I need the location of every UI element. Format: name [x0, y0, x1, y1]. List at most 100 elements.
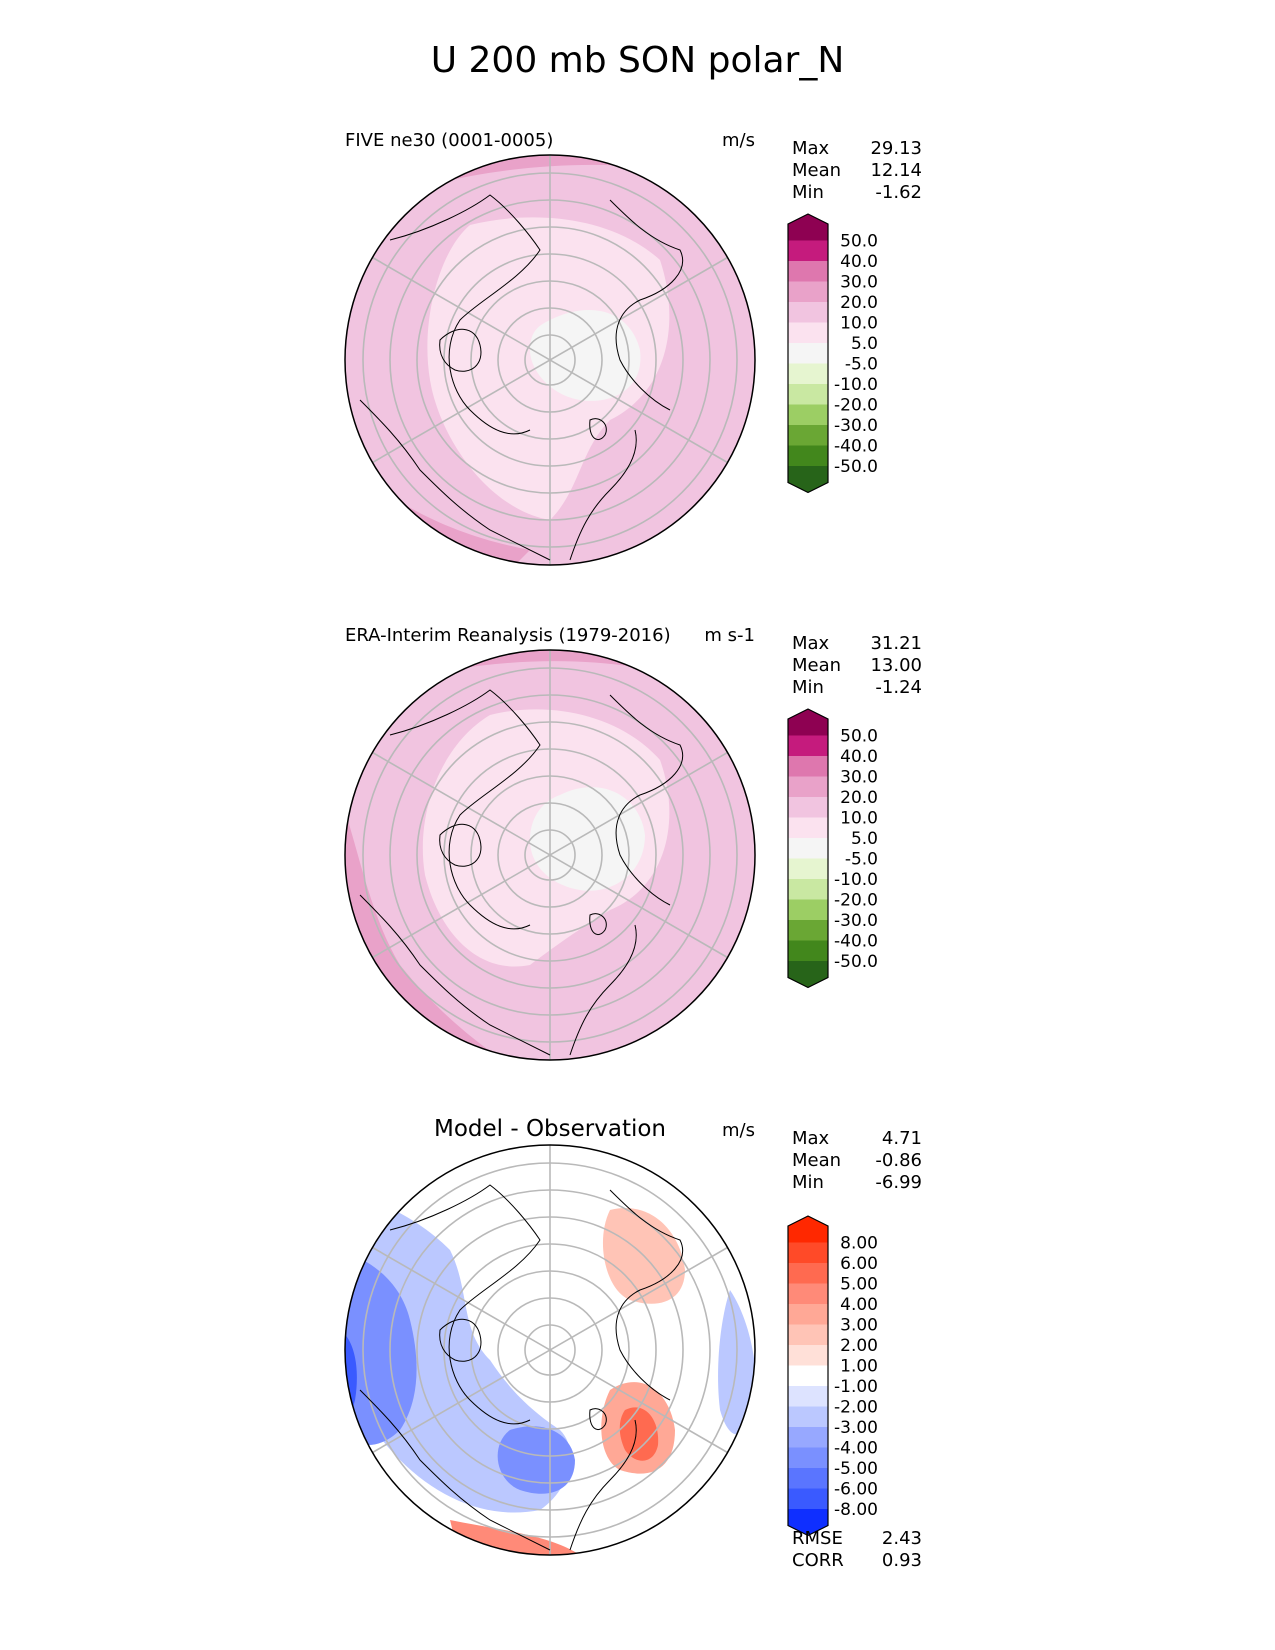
- colorbar-tick-label: 8.00: [840, 1234, 878, 1254]
- polar-map: [344, 1144, 756, 1556]
- colorbar-tick-label: -40.0: [834, 437, 878, 457]
- colorbar-tick-label: 30.0: [840, 273, 878, 293]
- colorbar-segment: [788, 858, 828, 880]
- colorbar-segment: [788, 776, 828, 798]
- field-region-calm: [530, 310, 641, 401]
- polar-map: [344, 154, 756, 566]
- colorbar-segment: [788, 1324, 828, 1346]
- colorbar-segment: [788, 445, 828, 467]
- units-label: m s-1: [704, 625, 755, 646]
- colorbar-segment: [788, 940, 828, 962]
- field-negative-spot: [497, 1426, 575, 1494]
- colorbar-segment: [788, 1386, 828, 1407]
- stats-box: Max 29.13 Mean 12.14 Min -1.62: [792, 138, 922, 204]
- panel-reference: ERA-Interim Reanalysis (1979-2016) m s-1…: [0, 625, 1275, 1105]
- stat-max-label: Max: [792, 138, 830, 159]
- colorbar-tick-label: 1.00: [840, 1357, 878, 1377]
- stat-max-value: 31.21: [870, 633, 922, 654]
- stat-max-value: 29.13: [870, 138, 922, 159]
- units-label: m/s: [722, 130, 755, 151]
- colorbar: 8.006.005.004.003.002.001.00-1.00-2.00-3…: [787, 1215, 878, 1537]
- stats-box: Max 31.21 Mean 13.00 Min -1.24: [792, 633, 922, 699]
- colorbar-tick-label: 4.00: [840, 1295, 878, 1315]
- panel-difference: Model - Observation m/s Max 4.71 Mean -0.8…: [0, 1116, 1275, 1600]
- skill-stats: RMSE 2.43 CORR 0.93: [792, 1528, 922, 1572]
- colorbar-tick-label: -4.00: [834, 1439, 878, 1459]
- colorbar-tick-label: -2.00: [834, 1398, 878, 1418]
- map-boundary: [344, 1144, 756, 1556]
- colorbar-tick-label: 2.00: [840, 1336, 878, 1356]
- stat-min-label: Min: [792, 1172, 824, 1193]
- colorbar-segment: [788, 1468, 828, 1489]
- colorbar: 50.040.030.020.010.05.0-5.0-10.0-20.0-30…: [787, 213, 878, 494]
- colorbar-tick-label: -5.00: [834, 1459, 878, 1479]
- stat-max-value: 4.71: [881, 1128, 922, 1149]
- colorbar: 50.040.030.020.010.05.0-5.0-10.0-20.0-30…: [787, 708, 878, 989]
- stat-mean-value: 12.14: [870, 160, 922, 181]
- colorbar-segment: [788, 1242, 828, 1264]
- stat-min-label: Min: [792, 677, 824, 698]
- colorbar-segment: [788, 343, 828, 364]
- colorbar-extend-top: [788, 214, 828, 241]
- colorbar-segment: [788, 817, 828, 839]
- map-boundary: [344, 154, 756, 566]
- colorbar-segment: [788, 1283, 828, 1305]
- colorbar-tick-label: 5.0: [851, 829, 878, 849]
- colorbar-segment: [788, 1427, 828, 1448]
- colorbar-tick-label: 6.00: [840, 1254, 878, 1274]
- coastlines: [359, 689, 684, 1056]
- stat-mean-label: Mean: [792, 655, 842, 676]
- colorbar-segment: [788, 1447, 828, 1469]
- colorbar-outline: [787, 1215, 829, 1537]
- colorbar-tick-label: -50.0: [834, 952, 878, 972]
- colorbar-segment: [788, 879, 828, 900]
- figure-title: U 200 mb SON polar_N: [430, 40, 845, 81]
- colorbar-extend-bottom: [788, 961, 828, 988]
- stat-mean-value: 13.00: [870, 655, 922, 676]
- colorbar-segment: [788, 302, 828, 323]
- colorbar-segment: [788, 735, 828, 757]
- polar-map: [344, 649, 756, 1061]
- colorbar-tick-label: 20.0: [840, 788, 878, 808]
- stat-mean-label: Mean: [792, 160, 842, 181]
- colorbar-tick-label: -3.00: [834, 1418, 878, 1438]
- stat-min-label: Min: [792, 182, 824, 203]
- colorbar-tick-label: 5.00: [840, 1275, 878, 1295]
- corr-label: CORR: [792, 1550, 844, 1571]
- colorbar-segment: [788, 1406, 828, 1428]
- colorbar-tick-label: -8.00: [834, 1500, 878, 1520]
- colorbar-tick-label: -1.00: [834, 1377, 878, 1397]
- units-label: m/s: [722, 1120, 755, 1141]
- colorbar-tick-label: 50.0: [840, 727, 878, 747]
- colorbar-segment: [788, 1365, 828, 1387]
- panel-test: FIVE ne30 (0001-0005) m/s Max 29.13 Mean 1…: [0, 130, 1275, 610]
- colorbar-segment: [788, 756, 828, 777]
- colorbar-segment: [788, 1304, 828, 1325]
- stat-max-label: Max: [792, 633, 830, 654]
- stat-min-value: -6.99: [875, 1172, 922, 1193]
- colorbar-tick-label: -20.0: [834, 396, 878, 416]
- coastlines: [359, 1184, 684, 1551]
- panel-title: FIVE ne30 (0001-0005): [345, 130, 554, 151]
- colorbar-segment: [788, 240, 828, 262]
- colorbar-segment: [788, 281, 828, 303]
- stat-min-value: -1.24: [875, 677, 922, 698]
- coastlines: [359, 194, 684, 561]
- colorbar-segment: [788, 1345, 828, 1366]
- stats-box: Max 4.71 Mean -0.86 Min -6.99: [792, 1128, 922, 1194]
- colorbar-tick-label: -30.0: [834, 416, 878, 436]
- colorbar-tick-label: 30.0: [840, 768, 878, 788]
- colorbar-segment: [788, 1263, 828, 1284]
- colorbar-tick-label: 5.0: [851, 334, 878, 354]
- rmse-value: 2.43: [881, 1528, 922, 1549]
- rmse-label: RMSE: [792, 1528, 843, 1549]
- colorbar-tick-label: 50.0: [840, 232, 878, 252]
- colorbar-segment: [788, 920, 828, 941]
- stat-mean-value: -0.86: [875, 1150, 922, 1171]
- colorbar-tick-label: -20.0: [834, 891, 878, 911]
- colorbar-tick-label: -5.0: [845, 850, 878, 870]
- colorbar-tick-label: 10.0: [840, 314, 878, 334]
- colorbar-segment: [788, 404, 828, 426]
- colorbar-segment: [788, 261, 828, 282]
- colorbar-extend-top: [788, 1216, 828, 1243]
